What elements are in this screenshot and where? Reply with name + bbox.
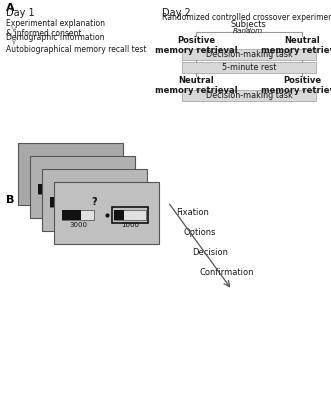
Text: Day 2: Day 2 [162,8,191,18]
Text: 1000: 1000 [109,209,127,215]
Text: Neutral
memory retrieval: Neutral memory retrieval [261,36,331,55]
Bar [42,169,147,231]
Bar [63,210,94,220]
Text: 1000: 1000 [121,222,139,228]
Text: +: + [64,163,77,178]
Text: Day 1: Day 1 [6,8,35,18]
Bar [182,90,316,101]
Text: Demographic information: Demographic information [6,33,105,42]
Text: 3000: 3000 [57,209,75,215]
Text: 5-minute rest: 5-minute rest [222,63,276,72]
Text: A: A [6,3,15,13]
Text: Autobiographical memory recall test: Autobiographical memory recall test [6,45,147,54]
Bar [90,184,122,194]
Bar [38,184,71,194]
Bar [90,184,100,194]
Text: 3000: 3000 [70,222,87,228]
Bar [50,198,82,208]
Text: Positive
memory retrieval: Positive memory retrieval [261,76,331,95]
Bar [102,198,134,208]
Text: 3000: 3000 [45,196,64,202]
Bar [38,184,57,194]
Text: B: B [6,195,14,205]
Text: Neutral
memory retrieval: Neutral memory retrieval [155,76,237,95]
Bar [54,182,159,244]
Bar [182,62,316,73]
Bar [18,143,123,205]
Text: 1000: 1000 [97,196,115,202]
Bar [30,156,135,218]
Bar [112,208,148,224]
Text: Options: Options [184,228,216,237]
Text: Experimental explanation
& informed consent: Experimental explanation & informed cons… [6,19,105,38]
Bar [182,49,316,60]
Bar [114,210,146,220]
Bar [50,198,69,208]
Text: Confirmation: Confirmation [200,268,255,277]
Bar [102,198,112,208]
Text: Randomized controlled crossover experiment: Randomized controlled crossover experime… [162,13,331,22]
Text: Subjects: Subjects [230,20,266,29]
Text: Random: Random [233,28,263,34]
Text: Decision-making task: Decision-making task [206,50,292,59]
Text: Positive
memory retrieval: Positive memory retrieval [155,36,237,55]
Text: Fixation: Fixation [176,208,209,217]
Text: ?: ? [92,198,97,208]
Text: Decision: Decision [192,248,228,257]
Text: Decision-making task: Decision-making task [206,91,292,100]
Bar [114,210,124,220]
Bar [63,210,81,220]
